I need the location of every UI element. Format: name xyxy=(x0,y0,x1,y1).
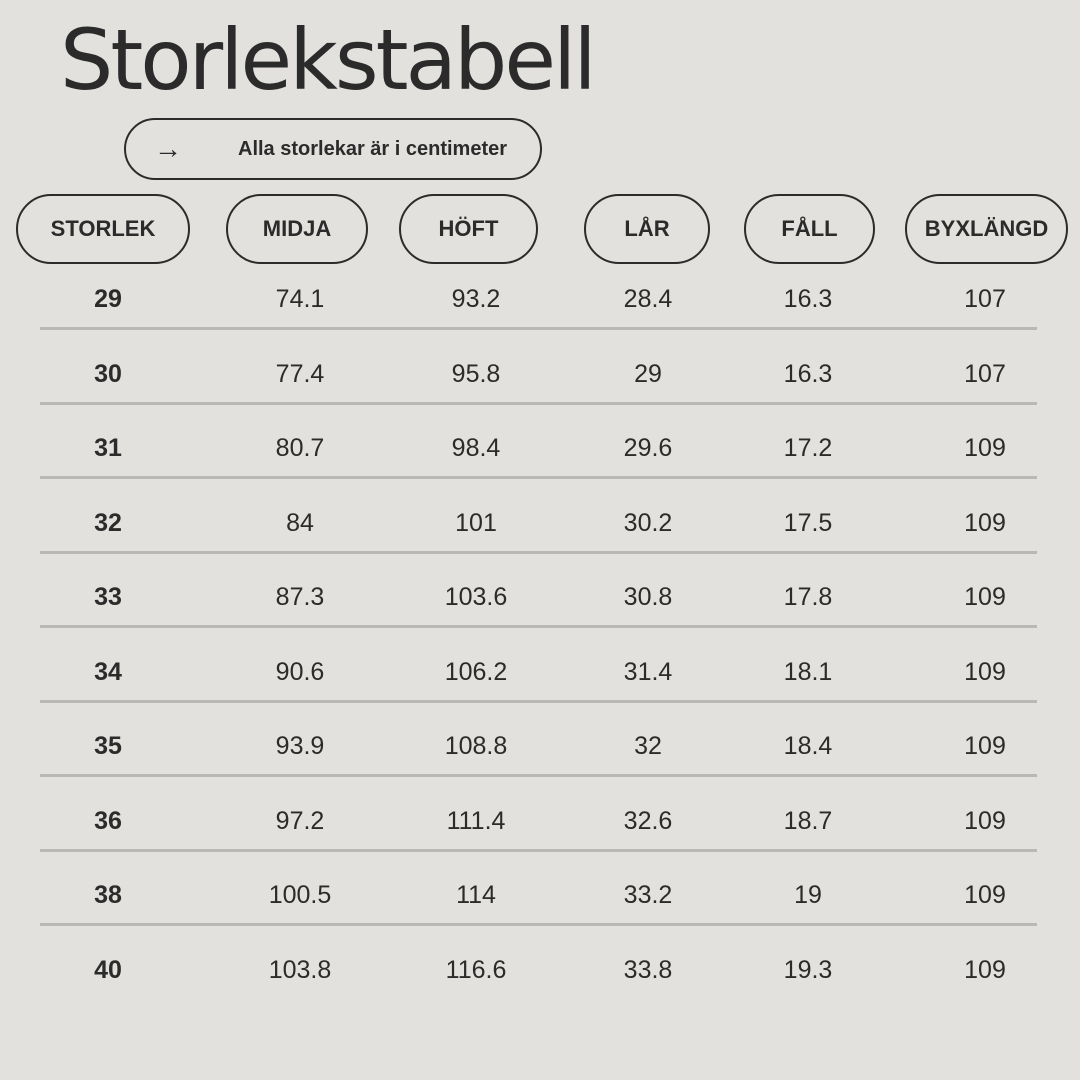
cell-lar: 29.6 xyxy=(623,434,673,462)
table-row: 32 84 101 30.2 17.5 109 xyxy=(0,503,1080,543)
cell-lar: 30.2 xyxy=(623,508,673,537)
cell-hoft: 108.8 xyxy=(444,732,508,760)
cell-size: 33 xyxy=(94,583,122,611)
cell-size: 35 xyxy=(94,732,122,760)
row-divider xyxy=(40,774,1037,777)
cell-midja: 103.8 xyxy=(268,955,332,984)
cell-byxlangd: 109 xyxy=(964,657,1006,686)
table-row: 33 87.3 103.6 30.8 17.8 109 xyxy=(0,577,1080,617)
cell-byxlangd: 109 xyxy=(964,583,1006,611)
cell-byxlangd: 109 xyxy=(964,732,1006,760)
cell-midja: 80.7 xyxy=(275,434,325,462)
cell-size: 31 xyxy=(94,434,122,462)
cell-lar: 31.4 xyxy=(623,657,673,686)
header-storlek: STORLEK xyxy=(16,194,190,264)
table-row: 29 74.1 93.2 28.4 16.3 107 xyxy=(0,279,1080,319)
cell-lar: 29 xyxy=(634,359,662,388)
cell-midja: 74.1 xyxy=(275,285,325,313)
cell-lar: 32 xyxy=(634,732,662,760)
cell-fall: 18.7 xyxy=(783,806,833,835)
cell-byxlangd: 109 xyxy=(964,434,1006,462)
cell-size: 40 xyxy=(94,955,122,984)
table-row: 36 97.2 111.4 32.6 18.7 109 xyxy=(0,801,1080,841)
arrow-right-icon: → xyxy=(154,133,182,164)
cell-byxlangd: 107 xyxy=(964,285,1006,313)
cell-fall: 19.3 xyxy=(783,955,833,984)
table-row: 31 80.7 98.4 29.6 17.2 109 xyxy=(0,428,1080,468)
cell-midja: 87.3 xyxy=(275,583,325,611)
cell-lar: 33.2 xyxy=(623,881,673,909)
header-midja: MIDJA xyxy=(226,194,368,264)
cell-fall: 17.5 xyxy=(783,508,833,537)
cell-lar: 28.4 xyxy=(623,285,673,313)
table-row: 38 100.5 114 33.2 19 109 xyxy=(0,875,1080,915)
cell-byxlangd: 109 xyxy=(964,508,1006,537)
table-row: 30 77.4 95.8 29 16.3 107 xyxy=(0,354,1080,394)
cell-midja: 77.4 xyxy=(275,359,325,388)
row-divider xyxy=(40,848,1037,852)
row-divider xyxy=(40,550,1037,554)
row-divider xyxy=(40,625,1037,628)
cell-size: 36 xyxy=(94,806,122,835)
header-byxlangd: BYXLÄNGD xyxy=(905,194,1068,264)
cell-fall: 17.2 xyxy=(783,434,833,462)
cell-hoft: 111.4 xyxy=(446,806,506,835)
row-divider xyxy=(40,327,1037,330)
cell-midja: 93.9 xyxy=(275,732,325,760)
table-row: 34 90.6 106.2 31.4 18.1 109 xyxy=(0,652,1080,692)
row-divider xyxy=(40,699,1037,703)
cell-lar: 33.8 xyxy=(623,955,673,984)
cell-hoft: 116.6 xyxy=(445,955,507,984)
cell-midja: 97.2 xyxy=(275,806,325,835)
unit-note-text: Alla storlekar är i centimeter xyxy=(238,137,508,160)
page-title: Storlekstabell xyxy=(60,11,597,109)
cell-size: 32 xyxy=(94,508,122,537)
row-divider xyxy=(40,923,1037,926)
cell-lar: 30.8 xyxy=(623,583,673,611)
header-hoft: HÖFT xyxy=(399,194,538,264)
cell-byxlangd: 109 xyxy=(964,955,1006,984)
cell-hoft: 114 xyxy=(456,881,496,909)
cell-hoft: 106.2 xyxy=(444,657,508,686)
cell-hoft: 98.4 xyxy=(451,434,501,462)
cell-fall: 19 xyxy=(794,881,822,909)
cell-fall: 18.4 xyxy=(783,732,833,760)
table-row: 40 103.8 116.6 33.8 19.3 109 xyxy=(0,950,1080,990)
header-lar: LÅR xyxy=(584,194,710,264)
cell-hoft: 95.8 xyxy=(451,359,501,388)
cell-size: 29 xyxy=(94,285,122,313)
cell-size: 34 xyxy=(94,657,122,686)
cell-fall: 18.1 xyxy=(783,657,833,686)
cell-hoft: 103.6 xyxy=(444,583,508,611)
cell-lar: 32.6 xyxy=(623,806,673,835)
cell-size: 38 xyxy=(94,881,122,909)
cell-hoft: 101 xyxy=(455,508,497,537)
cell-fall: 16.3 xyxy=(783,285,833,313)
table-row: 35 93.9 108.8 32 18.4 109 xyxy=(0,726,1080,766)
cell-byxlangd: 109 xyxy=(964,806,1006,835)
cell-midja: 84 xyxy=(286,508,314,537)
row-divider xyxy=(40,476,1037,479)
cell-fall: 16.3 xyxy=(783,359,833,388)
unit-note: → Alla storlekar är i centimeter xyxy=(124,118,542,180)
cell-byxlangd: 107 xyxy=(964,359,1006,388)
cell-size: 30 xyxy=(94,359,122,388)
cell-fall: 17.8 xyxy=(783,583,833,611)
cell-midja: 100.5 xyxy=(268,881,332,909)
cell-midja: 90.6 xyxy=(275,657,325,686)
header-fall: FÅLL xyxy=(744,194,875,264)
cell-byxlangd: 109 xyxy=(964,881,1006,909)
row-divider xyxy=(40,401,1037,405)
cell-hoft: 93.2 xyxy=(451,285,501,313)
